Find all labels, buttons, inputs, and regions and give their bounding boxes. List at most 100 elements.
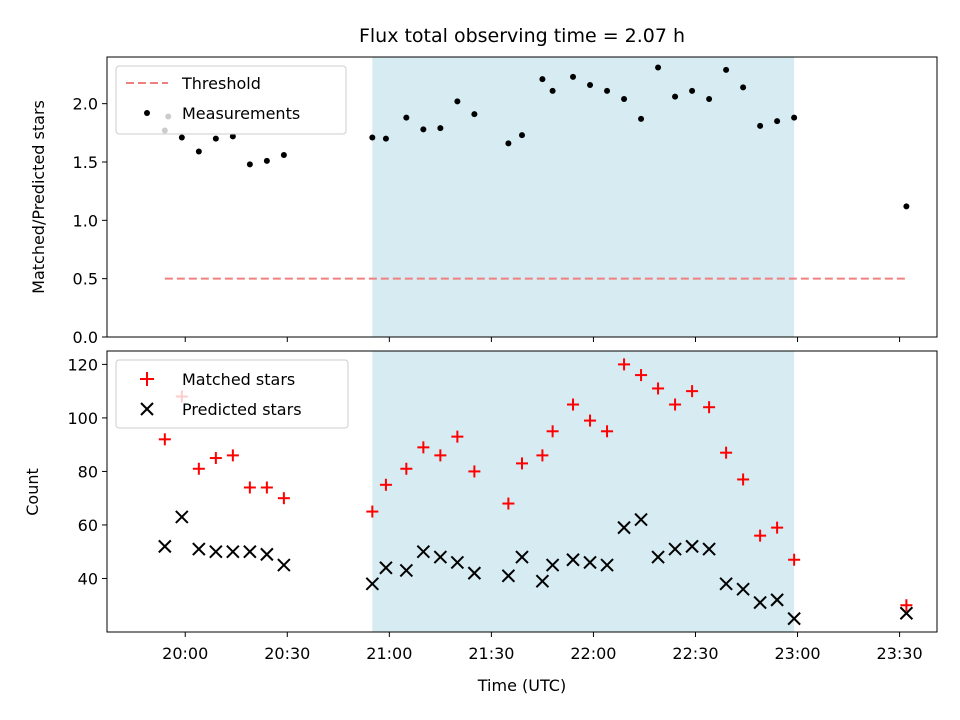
x-tick-label: 21:30 — [468, 644, 514, 663]
matched-star-point — [209, 452, 222, 465]
predicted-star-point — [685, 539, 699, 554]
count-panel-frame — [106, 350, 938, 633]
predicted-star-point — [433, 550, 448, 564]
x-tick-label: 22:30 — [672, 644, 718, 663]
legend-measurements-swatch — [144, 110, 150, 116]
predicted-star-point — [365, 577, 380, 591]
legend-threshold-label: Threshold — [181, 74, 261, 93]
measurement-point — [757, 122, 764, 129]
count-y-tick-label: 120 — [67, 355, 98, 374]
count-panel: 40 60 80 100 120 20:00 20:30 21:00 21:30 22:00 22… — [23, 350, 938, 695]
predicted-star-point — [379, 561, 393, 575]
predicted-star-point — [277, 558, 291, 572]
measurement-point — [655, 64, 662, 71]
matched-star-point — [703, 401, 716, 414]
count-y-tick-label: 60 — [78, 516, 98, 535]
matched-star-point — [158, 433, 171, 446]
predicted-star-point — [899, 606, 914, 620]
matched-star-point — [366, 505, 379, 518]
matched-star-point — [567, 398, 580, 411]
count-y-tick-label: 40 — [78, 569, 98, 588]
measurement-point — [229, 133, 236, 140]
matched-star-point — [635, 369, 648, 382]
matched-star-point — [788, 553, 801, 566]
predicted-star-point — [175, 510, 189, 524]
measurement-point — [382, 135, 389, 142]
legend-measurements-label: Measurements — [182, 104, 300, 123]
measurement-point — [706, 96, 713, 102]
matched-star-point — [260, 481, 273, 494]
predicted-star-point — [515, 550, 529, 564]
predicted-star-point — [634, 512, 648, 527]
matched-star-point — [277, 492, 290, 505]
predicted-star-point — [736, 582, 750, 596]
predicted-star-point — [702, 542, 716, 556]
measurement-point — [689, 87, 696, 94]
predicted-star-point — [719, 577, 733, 591]
measurement-point — [420, 126, 427, 133]
matched-star-point — [451, 430, 464, 443]
measurement-point — [280, 152, 287, 158]
matched-star-point — [400, 462, 413, 475]
legend-predicted-label: Predicted stars — [182, 400, 302, 419]
measurement-point — [369, 134, 376, 141]
ratio-y-tick-label: 0.0 — [73, 328, 98, 347]
ratio-y-axis-label: Matched/Predicted stars — [29, 100, 48, 294]
predicted-star-point — [192, 542, 206, 556]
predicted-star-point — [243, 545, 257, 559]
matched-star-point — [516, 457, 528, 470]
measurement-point — [454, 98, 461, 105]
ratio-legend: Threshold Measurements — [115, 65, 347, 135]
x-tick-label: 23:00 — [774, 644, 820, 663]
measurement-point — [672, 93, 679, 100]
measurement-point — [903, 203, 910, 210]
ratio-panel-frame — [106, 56, 938, 338]
predicted-star-point — [260, 547, 274, 562]
matched-star-point — [584, 414, 597, 427]
matched-star-point — [754, 529, 767, 542]
measurement-point — [723, 66, 730, 73]
ratio-legend-box — [115, 65, 347, 135]
predicted-star-point — [209, 545, 223, 559]
predicted-star-point — [467, 566, 482, 580]
measurement-point — [195, 148, 202, 155]
x-tick-label: 21:00 — [366, 644, 412, 663]
predicted-star-point — [770, 593, 784, 607]
legend-matched-swatch — [140, 372, 154, 386]
count-y-axis-label: Count — [23, 468, 42, 516]
predicted-star-point — [668, 542, 682, 556]
x-axis-label: Time (UTC) — [477, 676, 566, 695]
chart-title: Flux total observing time = 2.07 h — [359, 25, 685, 47]
matched-star-point — [192, 462, 205, 475]
count-y-tick-label: 80 — [78, 462, 98, 481]
count-legend-box — [115, 359, 349, 429]
x-tick-label: 23:30 — [877, 644, 923, 663]
ratio-y-tick-label: 1.5 — [73, 153, 98, 172]
measurement-point — [587, 82, 594, 88]
ratio-y-tick-label: 1.0 — [73, 211, 98, 230]
measurement-point — [471, 111, 478, 118]
matched-star-point — [243, 481, 256, 494]
predicted-star-point — [566, 553, 580, 567]
predicted-star-point — [617, 520, 631, 535]
predicted-star-point — [226, 545, 240, 559]
observing-window-band — [372, 57, 795, 337]
matched-star-point — [720, 446, 733, 459]
matched-star-point — [502, 497, 515, 510]
predicted-star-point — [158, 539, 172, 554]
matched-star-point — [686, 385, 699, 398]
matched-star-point — [737, 473, 750, 486]
predicted-star-point — [753, 595, 767, 610]
predicted-star-point — [651, 550, 665, 564]
predicted-star-point — [450, 555, 465, 570]
matched-star-point — [771, 521, 784, 534]
legend-predicted-swatch — [140, 402, 154, 416]
measurement-point — [740, 84, 747, 91]
measurement-point — [549, 87, 556, 94]
measurement-point — [621, 96, 628, 102]
predicted-star-point — [399, 563, 414, 578]
x-tick-label: 20:00 — [162, 644, 208, 663]
ratio-y-tick-label: 0.5 — [73, 270, 98, 289]
matched-star-point — [618, 358, 631, 371]
measurement-point — [638, 115, 645, 122]
